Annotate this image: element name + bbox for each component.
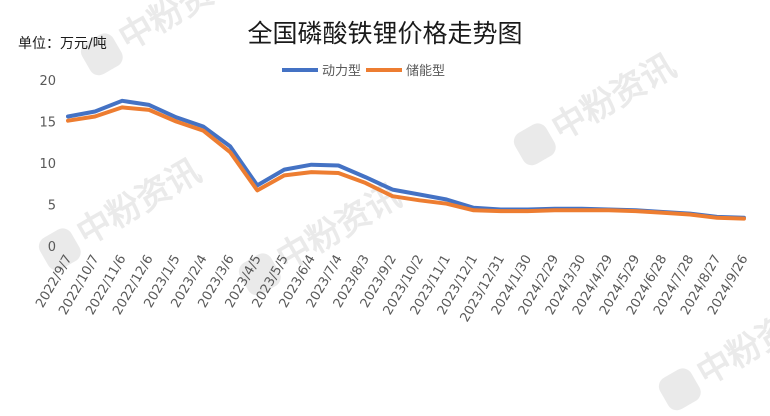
watermark-text: 中粉资讯 bbox=[545, 46, 683, 149]
y-tick-label: 5 bbox=[48, 199, 56, 214]
series-line-storage bbox=[66, 105, 746, 221]
unit-label: 单位：万元/吨 bbox=[18, 36, 107, 52]
y-tick-label: 20 bbox=[39, 74, 56, 89]
legend-label-power: 动力型 bbox=[322, 64, 361, 79]
y-tick-label: 15 bbox=[39, 116, 56, 131]
chart-title: 全国磷酸铁锂价格走势图 bbox=[247, 19, 522, 48]
watermark-text: 中粉资讯 bbox=[690, 291, 770, 394]
watermark-text: 中粉资讯 bbox=[112, 0, 250, 59]
legend-label-storage: 储能型 bbox=[406, 64, 445, 79]
legend: 动力型 储能型 bbox=[282, 64, 445, 79]
y-tick-label: 0 bbox=[48, 240, 56, 255]
watermark-text: 中粉资讯 bbox=[70, 151, 208, 254]
series-lines bbox=[66, 98, 746, 221]
x-axis: 2022/9/72022/10/72022/11/62022/12/62023/… bbox=[33, 252, 751, 324]
y-axis: 0 5 10 15 20 bbox=[39, 74, 56, 255]
watermark: 中粉资讯 中粉资讯 中粉资讯 中粉资讯 中粉资讯 bbox=[38, 0, 770, 411]
y-tick-label: 10 bbox=[39, 157, 56, 172]
